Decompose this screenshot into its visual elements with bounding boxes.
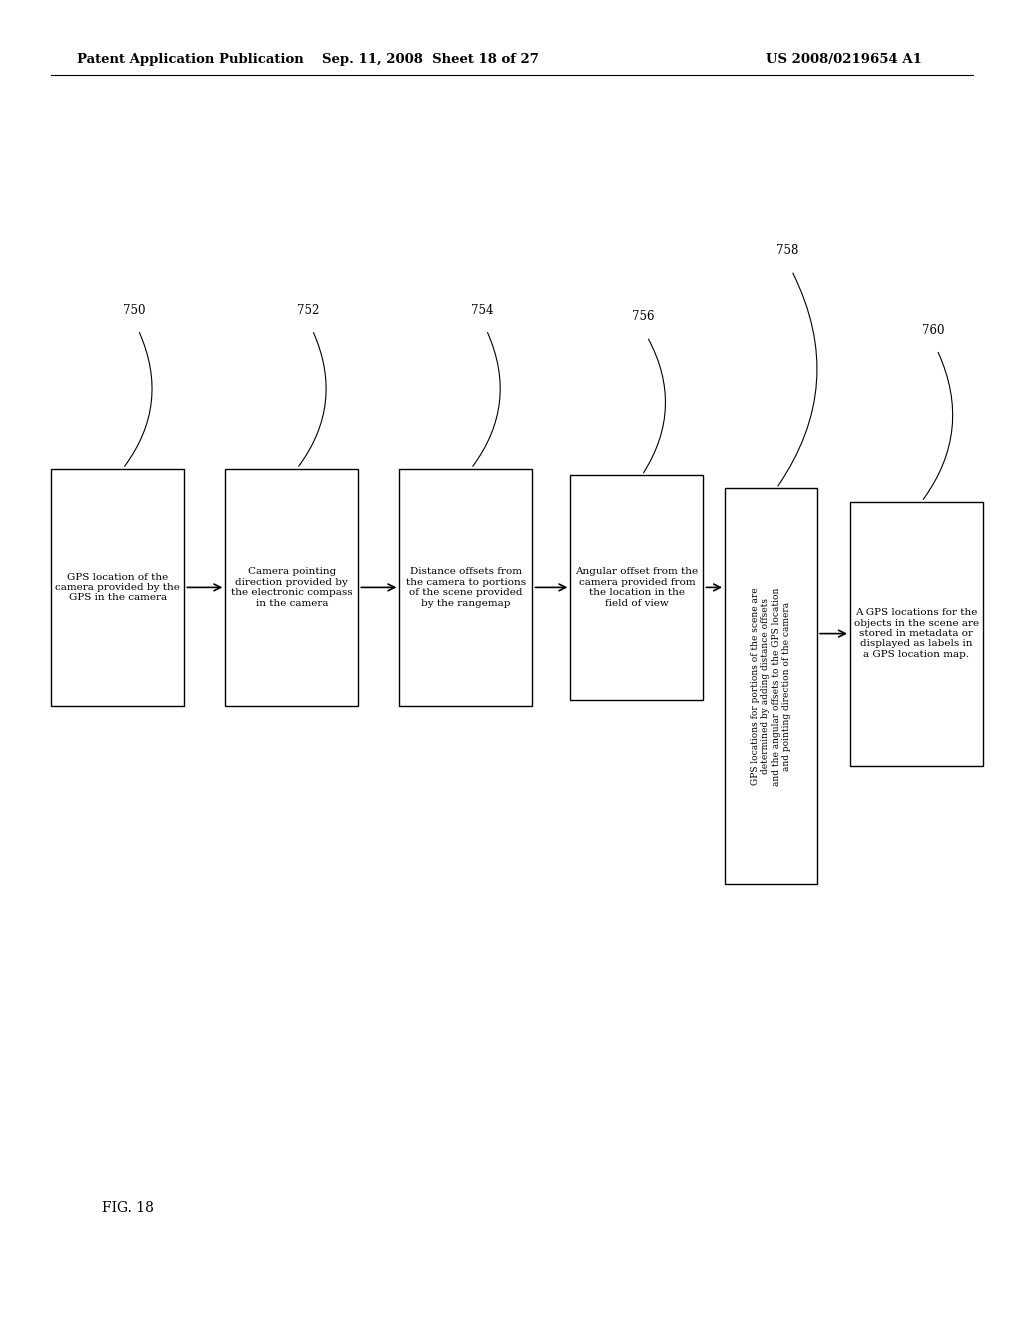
- Text: Patent Application Publication: Patent Application Publication: [77, 53, 303, 66]
- Text: Camera pointing
direction provided by
the electronic compass
in the camera: Camera pointing direction provided by th…: [231, 568, 352, 607]
- Text: FIG. 18: FIG. 18: [102, 1201, 155, 1214]
- Text: GPS locations for portions of the scene are
determined by adding distance offset: GPS locations for portions of the scene …: [751, 587, 792, 785]
- Text: Angular offset from the
camera provided from
the location in the
field of view: Angular offset from the camera provided …: [575, 568, 698, 607]
- Text: 754: 754: [471, 304, 494, 317]
- FancyBboxPatch shape: [51, 469, 184, 706]
- Text: 758: 758: [776, 244, 799, 257]
- Text: A GPS locations for the
objects in the scene are
stored in metadata or
displayed: A GPS locations for the objects in the s…: [854, 609, 979, 659]
- Text: 756: 756: [632, 310, 654, 323]
- Text: 750: 750: [123, 304, 145, 317]
- Text: Sep. 11, 2008  Sheet 18 of 27: Sep. 11, 2008 Sheet 18 of 27: [322, 53, 539, 66]
- Text: GPS location of the
camera provided by the
GPS in the camera: GPS location of the camera provided by t…: [55, 573, 180, 602]
- Text: US 2008/0219654 A1: US 2008/0219654 A1: [766, 53, 922, 66]
- FancyBboxPatch shape: [225, 469, 358, 706]
- FancyBboxPatch shape: [570, 475, 703, 700]
- FancyBboxPatch shape: [399, 469, 532, 706]
- Text: Distance offsets from
the camera to portions
of the scene provided
by the rangem: Distance offsets from the camera to port…: [406, 568, 526, 607]
- FancyBboxPatch shape: [850, 502, 983, 766]
- Text: 760: 760: [922, 323, 944, 337]
- Text: 752: 752: [297, 304, 319, 317]
- FancyBboxPatch shape: [725, 488, 817, 884]
